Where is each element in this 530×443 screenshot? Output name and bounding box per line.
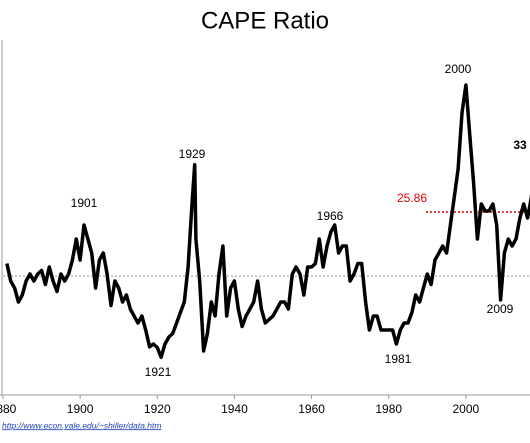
annotation: 2009 — [487, 302, 514, 316]
x-tick-label: 1960 — [298, 402, 325, 416]
source-link[interactable]: http://www.econ.yale.edu/~shiller/data.h… — [2, 420, 161, 430]
annotation: 1981 — [385, 352, 412, 366]
reference-label: 25.86 — [397, 191, 427, 205]
x-tick-label: 2000 — [453, 402, 480, 416]
annotation: 1966 — [317, 209, 344, 223]
x-tick-label: 1940 — [221, 402, 248, 416]
annotation: 2000 — [445, 62, 472, 76]
x-tick-label: 1900 — [67, 402, 94, 416]
data-line — [5, 83, 530, 360]
chart-title: CAPE Ratio — [201, 7, 329, 34]
annotation: 33 — [513, 138, 527, 152]
annotation: 1929 — [179, 147, 206, 161]
x-tick-label: 1920 — [144, 402, 171, 416]
annotation: 1901 — [71, 196, 98, 210]
annotation: 1921 — [145, 365, 172, 379]
x-tick-label: 1880 — [0, 402, 17, 416]
x-tick-label: 1980 — [375, 402, 402, 416]
